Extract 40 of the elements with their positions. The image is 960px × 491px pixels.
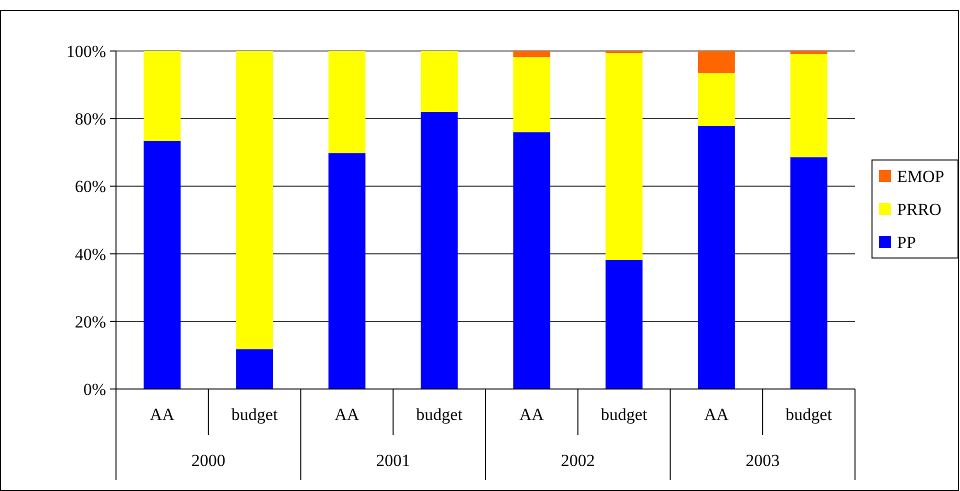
bar	[606, 260, 643, 389]
y-tick-label: 0%	[83, 380, 106, 399]
text: 2003	[746, 451, 780, 470]
bar	[236, 51, 274, 350]
bar	[420, 51, 458, 112]
bar	[790, 54, 828, 158]
bar	[513, 132, 550, 389]
x-tick-label: AA	[150, 405, 176, 424]
x-tick-label: AA	[519, 405, 545, 424]
y-tick-label: 20%	[74, 312, 106, 332]
bar	[236, 349, 274, 389]
bar	[790, 157, 828, 389]
text: 2001	[376, 451, 410, 470]
bar	[144, 140, 181, 389]
x-tick-label: budget	[600, 405, 648, 424]
bar	[513, 57, 550, 132]
x-tick-label: AA	[704, 405, 730, 424]
x-tick-label: budget	[416, 405, 463, 424]
legend-label: PRRO	[897, 200, 942, 219]
text: 2002	[560, 451, 595, 470]
text: 2000	[191, 451, 226, 470]
bar	[328, 153, 366, 389]
bar	[698, 51, 735, 73]
legend-label: EMOP	[897, 166, 944, 186]
bar	[420, 112, 458, 389]
x-tick-label: budget	[786, 405, 832, 424]
bar	[144, 51, 181, 141]
bar	[698, 126, 735, 389]
y-tick-label: 80%	[74, 110, 106, 129]
bar	[513, 51, 550, 58]
bar	[790, 51, 828, 54]
x-tick-label: AA	[334, 405, 360, 424]
legend-label: PP	[897, 232, 916, 252]
bar	[328, 51, 366, 154]
y-tick-label: 60%	[74, 177, 106, 196]
bar	[606, 53, 643, 260]
y-tick-label: 40%	[74, 244, 106, 264]
bar	[698, 72, 735, 126]
x-tick-label: budget	[231, 405, 278, 424]
y-tick-label: 100%	[66, 42, 106, 61]
